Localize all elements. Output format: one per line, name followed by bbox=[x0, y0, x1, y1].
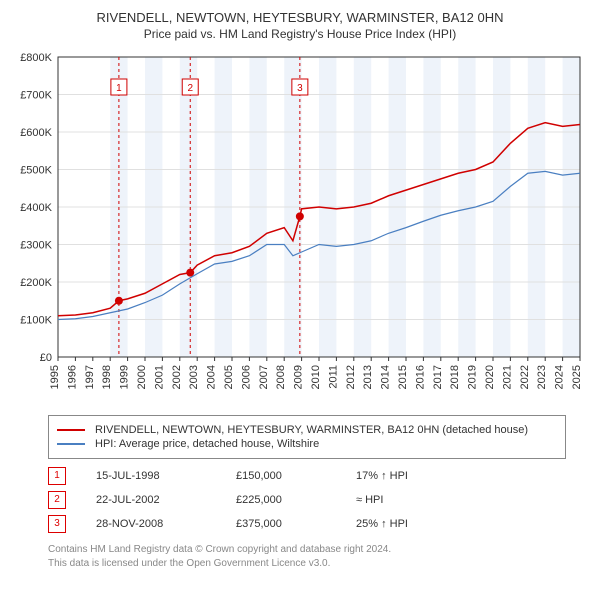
svg-text:1999: 1999 bbox=[119, 365, 131, 389]
legend-label: RIVENDELL, NEWTOWN, HEYTESBURY, WARMINST… bbox=[95, 424, 528, 436]
event-price: £375,000 bbox=[236, 518, 356, 530]
event-delta: ≈ HPI bbox=[356, 494, 476, 506]
svg-text:2024: 2024 bbox=[554, 365, 566, 389]
svg-text:2010: 2010 bbox=[310, 365, 322, 389]
svg-text:£100K: £100K bbox=[20, 315, 52, 327]
svg-text:2025: 2025 bbox=[571, 365, 583, 389]
svg-text:£400K: £400K bbox=[20, 202, 52, 214]
event-date: 22-JUL-2002 bbox=[96, 494, 236, 506]
svg-text:2015: 2015 bbox=[397, 365, 409, 389]
legend-item: HPI: Average price, detached house, Wilt… bbox=[57, 438, 557, 450]
svg-text:£0: £0 bbox=[40, 352, 52, 364]
svg-text:2014: 2014 bbox=[380, 365, 392, 389]
svg-text:2001: 2001 bbox=[153, 365, 165, 389]
chart-subtitle: Price paid vs. HM Land Registry's House … bbox=[10, 27, 590, 41]
svg-text:2007: 2007 bbox=[258, 365, 270, 389]
svg-text:2019: 2019 bbox=[467, 365, 479, 389]
svg-text:3: 3 bbox=[297, 83, 303, 94]
svg-text:2023: 2023 bbox=[536, 365, 548, 389]
event-date: 15-JUL-1998 bbox=[96, 470, 236, 482]
events-table: 1 15-JUL-1998£150,00017% ↑ HPI 2 22-JUL-200… bbox=[48, 467, 590, 533]
svg-text:£500K: £500K bbox=[20, 165, 52, 177]
svg-text:£200K: £200K bbox=[20, 277, 52, 289]
svg-text:1: 1 bbox=[116, 83, 122, 94]
svg-text:2006: 2006 bbox=[240, 365, 252, 389]
legend-swatch bbox=[57, 443, 85, 445]
svg-text:2017: 2017 bbox=[432, 365, 444, 389]
svg-text:1997: 1997 bbox=[84, 365, 96, 389]
footer-line1: Contains HM Land Registry data © Crown c… bbox=[48, 543, 590, 557]
event-price: £150,000 bbox=[236, 470, 356, 482]
svg-text:2012: 2012 bbox=[345, 365, 357, 389]
svg-text:2011: 2011 bbox=[327, 365, 339, 389]
event-delta: 17% ↑ HPI bbox=[356, 470, 476, 482]
legend-swatch bbox=[57, 429, 85, 431]
svg-text:2016: 2016 bbox=[414, 365, 426, 389]
event-row: 2 22-JUL-2002£225,000≈ HPI bbox=[48, 491, 590, 509]
svg-text:£800K: £800K bbox=[20, 52, 52, 64]
svg-text:1995: 1995 bbox=[49, 365, 61, 389]
svg-text:2018: 2018 bbox=[449, 365, 461, 389]
event-marker: 1 bbox=[48, 467, 66, 485]
svg-text:£600K: £600K bbox=[20, 127, 52, 139]
svg-text:1998: 1998 bbox=[101, 365, 113, 389]
svg-text:2008: 2008 bbox=[275, 365, 287, 389]
svg-text:1996: 1996 bbox=[66, 365, 78, 389]
svg-text:2013: 2013 bbox=[362, 365, 374, 389]
price-chart: £0 £100K £200K £300K £400K £500K £600K £700K £80… bbox=[10, 47, 590, 407]
footer-line2: This data is licensed under the Open Gov… bbox=[48, 557, 590, 571]
footer-attribution: Contains HM Land Registry data © Crown c… bbox=[48, 543, 590, 571]
event-date: 28-NOV-2008 bbox=[96, 518, 236, 530]
svg-text:2002: 2002 bbox=[171, 365, 183, 389]
svg-text:2009: 2009 bbox=[293, 365, 305, 389]
event-row: 3 28-NOV-2008£375,00025% ↑ HPI bbox=[48, 515, 590, 533]
event-price: £225,000 bbox=[236, 494, 356, 506]
svg-text:2: 2 bbox=[187, 83, 193, 94]
svg-text:2004: 2004 bbox=[206, 365, 218, 389]
event-row: 1 15-JUL-1998£150,00017% ↑ HPI bbox=[48, 467, 590, 485]
svg-text:2021: 2021 bbox=[501, 365, 513, 389]
event-marker: 2 bbox=[48, 491, 66, 509]
svg-text:2000: 2000 bbox=[136, 365, 148, 389]
event-marker: 3 bbox=[48, 515, 66, 533]
chart-title: RIVENDELL, NEWTOWN, HEYTESBURY, WARMINST… bbox=[10, 10, 590, 25]
svg-text:2005: 2005 bbox=[223, 365, 235, 389]
svg-text:2020: 2020 bbox=[484, 365, 496, 389]
svg-text:£300K: £300K bbox=[20, 240, 52, 252]
legend-box: RIVENDELL, NEWTOWN, HEYTESBURY, WARMINST… bbox=[48, 415, 566, 459]
svg-text:2003: 2003 bbox=[188, 365, 200, 389]
svg-text:2022: 2022 bbox=[519, 365, 531, 389]
legend-item: RIVENDELL, NEWTOWN, HEYTESBURY, WARMINST… bbox=[57, 424, 557, 436]
svg-text:£700K: £700K bbox=[20, 90, 52, 102]
event-delta: 25% ↑ HPI bbox=[356, 518, 476, 530]
legend-label: HPI: Average price, detached house, Wilt… bbox=[95, 438, 319, 450]
